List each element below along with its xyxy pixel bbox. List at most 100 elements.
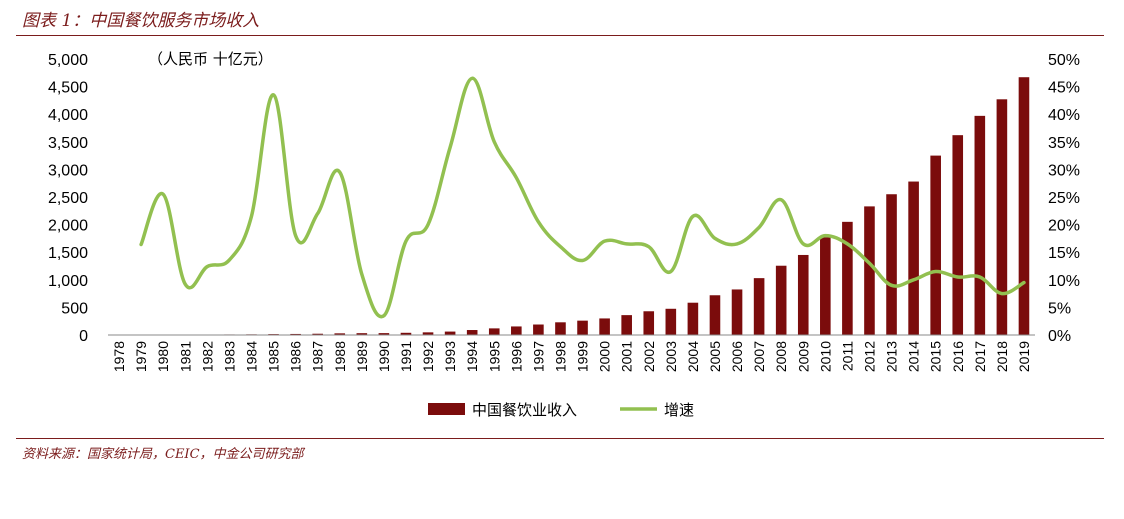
- x-tick-label: 2013: [884, 341, 900, 372]
- bar-2010: [820, 237, 831, 335]
- x-tick-label: 1979: [133, 341, 149, 372]
- x-tick-label: 1997: [530, 341, 546, 372]
- x-tick-label: 2008: [773, 341, 789, 372]
- bar-1995: [488, 328, 500, 335]
- x-tick-label: 2006: [729, 341, 745, 372]
- x-tick-label: 2003: [663, 341, 679, 372]
- legend-bar-swatch: [428, 403, 465, 415]
- x-tick-label: 1993: [442, 341, 458, 372]
- bar-2001: [621, 315, 632, 335]
- bar-1994: [466, 330, 478, 335]
- bar-2018: [996, 99, 1008, 336]
- x-tick-label: 1982: [199, 341, 215, 372]
- bar-1993: [444, 331, 456, 335]
- right-tick-label: 15%: [1048, 245, 1080, 262]
- bar-series: [113, 77, 1030, 336]
- x-tick-label: 2009: [795, 341, 811, 372]
- growth-line: [139, 76, 1026, 319]
- bar-1986: [290, 333, 301, 335]
- x-tick-label: 1985: [266, 341, 282, 372]
- left-tick-label: 3,500: [48, 135, 88, 152]
- x-tick-label: 1990: [376, 341, 392, 372]
- x-tick-label: 1980: [155, 341, 171, 372]
- x-tick-label: 1994: [464, 341, 480, 372]
- right-tick-label: 35%: [1048, 135, 1080, 152]
- x-tick-label: 2007: [751, 341, 767, 372]
- right-tick-label: 10%: [1048, 273, 1080, 290]
- x-tick-label: 2001: [619, 341, 635, 372]
- x-tick-label: 1999: [575, 341, 591, 372]
- x-tick-label: 2016: [950, 341, 966, 372]
- right-tick-label: 50%: [1048, 52, 1080, 69]
- x-tick-label: 1978: [111, 341, 127, 372]
- legend: 中国餐饮业收入 增速: [428, 401, 694, 419]
- x-tick-label: 1989: [354, 341, 370, 372]
- source-rule: [16, 438, 1104, 439]
- x-tick-label: 1992: [420, 341, 436, 372]
- left-tick-label: 500: [61, 300, 88, 317]
- x-tick-label: 1986: [288, 341, 304, 372]
- bar-2013: [886, 194, 897, 335]
- x-tick-label: 2012: [861, 341, 877, 372]
- x-tick-label: 2005: [707, 341, 723, 372]
- bar-2007: [753, 278, 765, 335]
- right-tick-label: 5%: [1048, 300, 1071, 317]
- left-axis-ticks: 0 500 1,000 1,500 2,000 2,500 3,000 3,500 4,000 4…: [48, 52, 88, 345]
- left-tick-label: 4,500: [48, 80, 88, 97]
- x-tick-label: 1984: [243, 341, 259, 372]
- left-tick-label: 0: [79, 328, 88, 345]
- bar-2016: [952, 135, 964, 335]
- bar-2015: [930, 155, 941, 335]
- x-tick-label: 2010: [817, 341, 833, 372]
- right-tick-label: 45%: [1048, 80, 1080, 97]
- right-tick-label: 40%: [1048, 107, 1080, 124]
- left-tick-label: 3,000: [48, 162, 88, 179]
- bar-1992: [422, 332, 434, 335]
- right-tick-label: 0%: [1048, 328, 1071, 345]
- x-tick-label: 1995: [486, 341, 502, 372]
- bar-2009: [797, 254, 809, 335]
- figure-title: 图表 1：中国餐饮服务市场收入: [22, 11, 260, 31]
- legend-line-label: 增速: [664, 401, 694, 419]
- x-tick-label: 2015: [928, 341, 944, 372]
- x-tick-label: 1991: [398, 341, 414, 372]
- x-tick-label: 1998: [552, 341, 568, 372]
- bar-1998: [555, 322, 566, 335]
- unit-label: （人民币 十亿元）: [148, 50, 273, 68]
- x-tick-label: 1996: [508, 341, 524, 372]
- x-tick-label: 2011: [839, 341, 855, 371]
- x-tick-label: 1981: [177, 341, 193, 372]
- left-tick-label: 5,000: [48, 52, 88, 69]
- x-tick-label: 1988: [332, 341, 348, 372]
- right-tick-label: 30%: [1048, 162, 1080, 179]
- source-note: 资料来源：国家统计局，CEIC，中金公司研究部: [22, 447, 304, 462]
- bar-2002: [643, 311, 655, 335]
- x-tick-label: 2018: [994, 341, 1010, 372]
- bar-1988: [334, 333, 346, 335]
- legend-bar-label: 中国餐饮业收入: [472, 401, 577, 419]
- bar-2011: [842, 221, 853, 335]
- right-tick-label: 20%: [1048, 218, 1080, 235]
- left-tick-label: 4,000: [48, 107, 88, 124]
- left-tick-label: 2,000: [48, 218, 88, 235]
- bar-1987: [312, 333, 323, 335]
- bar-1997: [533, 324, 544, 335]
- x-tick-label: 1983: [221, 341, 237, 372]
- bar-2008: [775, 265, 787, 335]
- bar-2000: [599, 318, 610, 335]
- bar-2017: [974, 115, 986, 335]
- x-tick-label: 2017: [972, 341, 988, 372]
- right-tick-label: 25%: [1048, 190, 1080, 207]
- x-tick-label: 1987: [310, 341, 326, 372]
- bar-2005: [709, 295, 721, 335]
- left-tick-label: 1,500: [48, 245, 88, 262]
- bar-2003: [665, 308, 677, 335]
- bar-1996: [511, 326, 522, 335]
- bar-2014: [908, 181, 919, 335]
- bar-1989: [356, 333, 368, 335]
- bar-1999: [577, 320, 588, 335]
- bar-2012: [864, 206, 875, 335]
- bar-2019: [1018, 77, 1030, 335]
- x-tick-label: 2014: [906, 341, 922, 372]
